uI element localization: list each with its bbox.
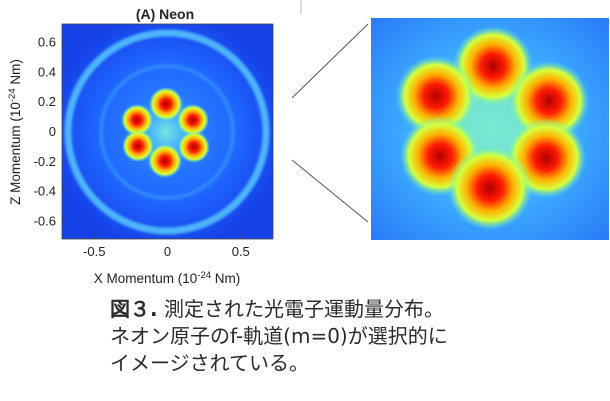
y-tick-label: 0.4 xyxy=(38,64,56,79)
ring-halo xyxy=(64,29,270,235)
y-axis-ticks: 0.6 0.4 0.2 0 -0.2 -0.4 -0.6 xyxy=(34,34,65,229)
inset-intensity-lobe xyxy=(396,56,476,136)
inner-ring xyxy=(99,64,235,200)
intensity-lobe xyxy=(178,131,210,163)
x-axis-label: X Momentum (10-24 Nm) xyxy=(94,270,241,286)
intensity-lobe xyxy=(148,144,182,178)
caption-line-1: 測定された光電子運動量分布。 xyxy=(163,297,444,321)
x-tick-label: 0 xyxy=(164,244,171,259)
intensity-lobe xyxy=(122,130,154,162)
y-axis-label: Z Momentum (10-24 Nm) xyxy=(7,59,23,205)
figure-caption: 図３. 測定された光電子運動量分布。 ネオン原子のf-軌道(m=0)が選択的に … xyxy=(110,296,600,377)
figure-canvas: (A) Neon -0.5 0 0.5 0.6 0.4 0.2 0 -0.2 -0.4 -0.6… xyxy=(7,0,609,286)
intensity-lobe xyxy=(121,104,153,136)
x-axis-ticks: -0.5 0 0.5 xyxy=(83,236,250,259)
main-lobes xyxy=(121,87,210,178)
plot-area: -0.5 0 0.5 0.6 0.4 0.2 0 -0.2 -0.4 -0.6 xyxy=(34,23,274,259)
y-tick-label: 0.6 xyxy=(38,34,56,49)
inset-intensity-lobe xyxy=(448,146,532,230)
inset-intensity-lobe xyxy=(509,61,589,141)
connector-line-bottom xyxy=(291,159,369,223)
inset-plot xyxy=(371,18,609,240)
x-tick-label: 0.5 xyxy=(232,244,250,259)
y-tick-label: -0.4 xyxy=(34,184,56,199)
intensity-lobe xyxy=(149,87,183,121)
caption-line-2: ネオン原子のf-軌道(m=0)が選択的に xyxy=(110,324,448,348)
y-tick-label: 0.2 xyxy=(38,94,56,109)
y-tick-label: -0.2 xyxy=(34,154,56,169)
y-tick-label: 0 xyxy=(49,124,56,139)
chart-title: (A) Neon xyxy=(136,6,194,22)
figure-label: 図３. xyxy=(110,297,158,321)
y-tick-label: -0.6 xyxy=(34,214,56,229)
connector-line-top xyxy=(291,23,369,99)
intensity-lobe xyxy=(177,104,209,136)
caption-line-3: イメージされている。 xyxy=(110,351,309,375)
inset-lobes xyxy=(396,26,589,230)
x-tick-label: -0.5 xyxy=(83,244,105,259)
